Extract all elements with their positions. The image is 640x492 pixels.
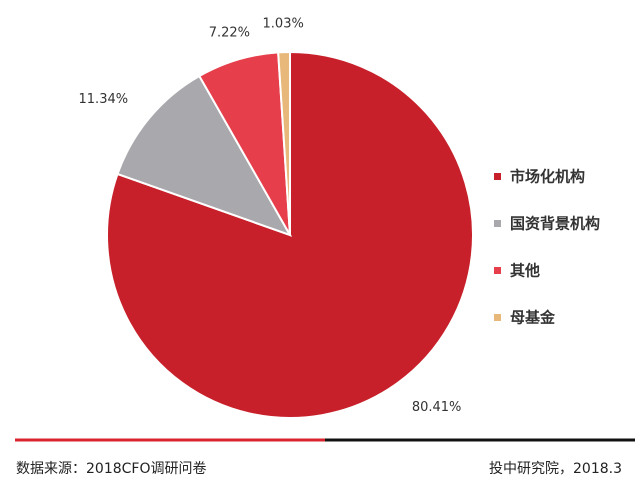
pie-slice [116,74,293,237]
source-note: 数据来源：2018CFO调研问卷 [16,461,206,477]
data-label: 11.34% [79,92,129,107]
legend-label: 母基金 [510,309,556,327]
data-label: 80.41% [412,400,462,415]
pie-slice [277,50,291,236]
publisher-note: 投中研究院，2018.3 [489,461,622,477]
legend-swatch [494,173,501,180]
legend-swatch [494,220,501,227]
legend-label: 市场化机构 [510,168,585,186]
data-label: 7.22% [209,25,250,40]
legend-label: 国资背景机构 [510,215,600,233]
legend-label: 其他 [510,262,540,280]
legend-swatch [494,267,501,274]
legend-swatch [494,314,501,321]
data-label: 1.03% [263,17,304,32]
